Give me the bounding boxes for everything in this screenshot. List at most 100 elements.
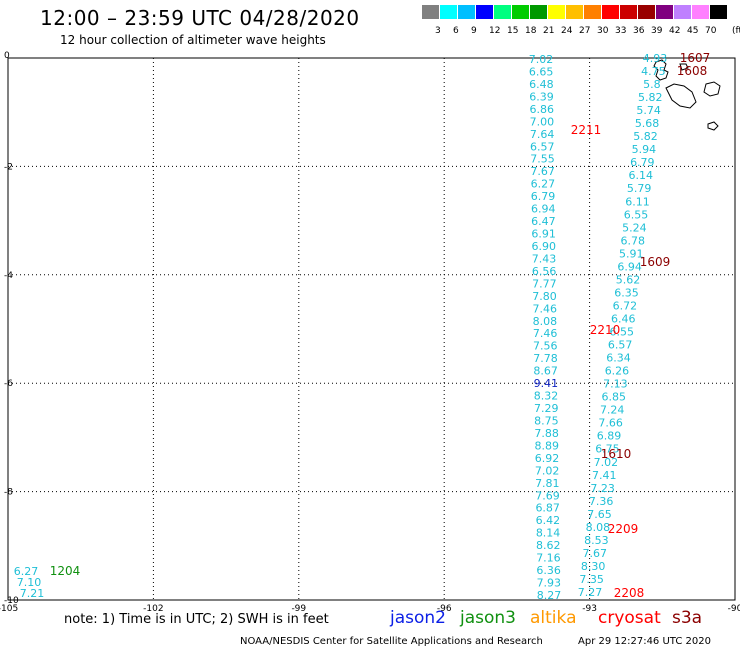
swh-track-west-value: 7.16 [536, 552, 561, 565]
swh-track-west-value: 7.00 [530, 115, 555, 128]
map-frame [7, 57, 736, 601]
colorbar-label: 70 [705, 26, 717, 36]
y-tick-label: -8 [4, 488, 13, 498]
swh-track-east-value: 5.94 [632, 143, 657, 156]
swh-track-west-value: 6.42 [536, 514, 561, 527]
swh-track-east-value: 6.94 [617, 260, 642, 273]
swh-track-east-value: 5.82 [638, 91, 663, 104]
legend-jason2: jason2 [390, 608, 446, 628]
colorbar-swatch [620, 5, 637, 19]
swh-track-west-value: 7.80 [532, 290, 557, 303]
swh-track-west-value: 7.55 [530, 153, 555, 166]
colorbar-label: 36 [633, 26, 645, 36]
swh-track-west-value: 6.86 [529, 103, 554, 116]
swh-track-west-value: 8.89 [535, 439, 560, 452]
swh-track-east-value: 8.30 [581, 560, 606, 573]
colorbar-label: 21 [543, 26, 555, 36]
pass-time-label: 1607 [680, 51, 711, 65]
colorbar-label: 15 [507, 26, 519, 36]
footnote: note: 1) Time is in UTC; 2) SWH is in fe… [64, 612, 329, 627]
legend-altika: altika [530, 608, 577, 628]
colorbar-swatch [674, 5, 691, 19]
swh-track-west-value: 6.57 [530, 140, 555, 153]
colorbar-swatch [422, 5, 439, 19]
swh-track-east-value: 6.79 [630, 156, 655, 169]
swh-track-west-value: 6.47 [531, 215, 556, 228]
swh-track-east-value: 5.24 [622, 221, 647, 234]
swh-track-west-value: 6.65 [529, 65, 554, 78]
island-outline [707, 121, 719, 131]
swh-track-east-value: 6.35 [614, 286, 639, 299]
colorbar-label: 3 [435, 26, 441, 36]
swh-track-east-value: 6.75 [595, 443, 620, 456]
swh-track-east-value: 5.8 [643, 78, 661, 91]
colorbar-label: 9 [471, 26, 477, 36]
legend-s3a: s3a [672, 608, 703, 628]
colorbar-swatch [638, 5, 655, 19]
swh-track-west-value: 7.46 [532, 302, 557, 315]
swh-track-west-value: 6.79 [531, 190, 556, 203]
colorbar-label: 6 [453, 26, 459, 36]
swh-track-west-value: 6.94 [531, 203, 556, 216]
colorbar-swatch [548, 5, 565, 19]
y-tick-label: 0 [4, 51, 10, 61]
swh-track-east-value: 6.78 [621, 234, 646, 247]
swh-track-west-value: 6.90 [532, 240, 557, 253]
x-tick-label: -93 [582, 604, 597, 614]
y-tick-label: -2 [4, 162, 13, 172]
swh-track-east-value: 6.46 [611, 312, 636, 325]
island-outline [665, 83, 697, 109]
swh-track-west-value: 7.81 [535, 477, 560, 490]
x-tick-label: -90 [728, 604, 740, 614]
swh-track-east-value: 6.72 [613, 299, 638, 312]
island-outline [679, 63, 689, 71]
swh-track-east-value: 6.55 [609, 326, 634, 339]
swh-track-southwest-value: 7.21 [20, 587, 45, 600]
swh-track-east-value: 7.02 [594, 456, 619, 469]
map-title: 12:00 – 23:59 UTC 04/28/2020 [40, 6, 360, 30]
swh-track-east-value: 6.89 [597, 430, 622, 443]
swh-track-west-value: 8.27 [537, 589, 562, 602]
swh-track-east-value: 7.66 [598, 417, 623, 430]
island-outline [703, 81, 721, 97]
swh-track-east-value: 6.14 [628, 169, 653, 182]
swh-track-east-value: 5.68 [635, 117, 660, 130]
y-tick-label: -10 [4, 596, 19, 606]
colorbar-unit: (ft) [732, 26, 740, 36]
swh-track-west-value: 6.56 [532, 265, 557, 278]
y-tick-label: -4 [4, 271, 13, 281]
colorbar-swatch [530, 5, 547, 19]
swh-track-west-value: 7.43 [532, 252, 557, 265]
pass-time-label: 1609 [640, 255, 671, 269]
swh-track-west-value: 8.14 [536, 527, 561, 540]
colorbar-swatch [458, 5, 475, 19]
swh-track-east-value: 6.11 [625, 195, 650, 208]
swh-track-west-value: 7.02 [535, 464, 560, 477]
swh-track-west-value: 8.08 [533, 315, 558, 328]
swh-track-east-value: 8.53 [584, 534, 609, 547]
legend-cryosat: cryosat [598, 608, 661, 628]
colorbar-label: 45 [687, 26, 699, 36]
map-subtitle: 12 hour collection of altimeter wave hei… [60, 33, 326, 47]
colorbar-swatch [494, 5, 511, 19]
swh-track-east-value: 5.82 [633, 130, 658, 143]
swh-track-east-value: 7.65 [587, 508, 612, 521]
pass-time-label: 2210 [590, 323, 621, 337]
y-tick-label: -6 [4, 379, 13, 389]
colorbar-swatch [710, 5, 727, 19]
swh-track-west-value: 7.56 [533, 340, 558, 353]
x-tick-label: -96 [437, 604, 452, 614]
swh-track-east-value: 5.62 [616, 273, 641, 286]
swh-track-southwest-value: 7.10 [17, 576, 42, 589]
swh-track-east-value: 4.75 [641, 65, 666, 78]
swh-track-east-value: 7.35 [579, 573, 604, 586]
swh-track-west-value: 7.02 [529, 53, 554, 66]
colorbar-swatch [656, 5, 673, 19]
footer-credit: NOAA/NESDIS Center for Satellite Applica… [240, 636, 543, 647]
swh-track-west-value: 9.41 [534, 377, 559, 390]
swh-track-east-value: 7.41 [592, 469, 617, 482]
island-outline [653, 59, 669, 81]
legend-jason3: jason3 [460, 608, 516, 628]
swh-track-east-value: 7.27 [578, 586, 603, 599]
